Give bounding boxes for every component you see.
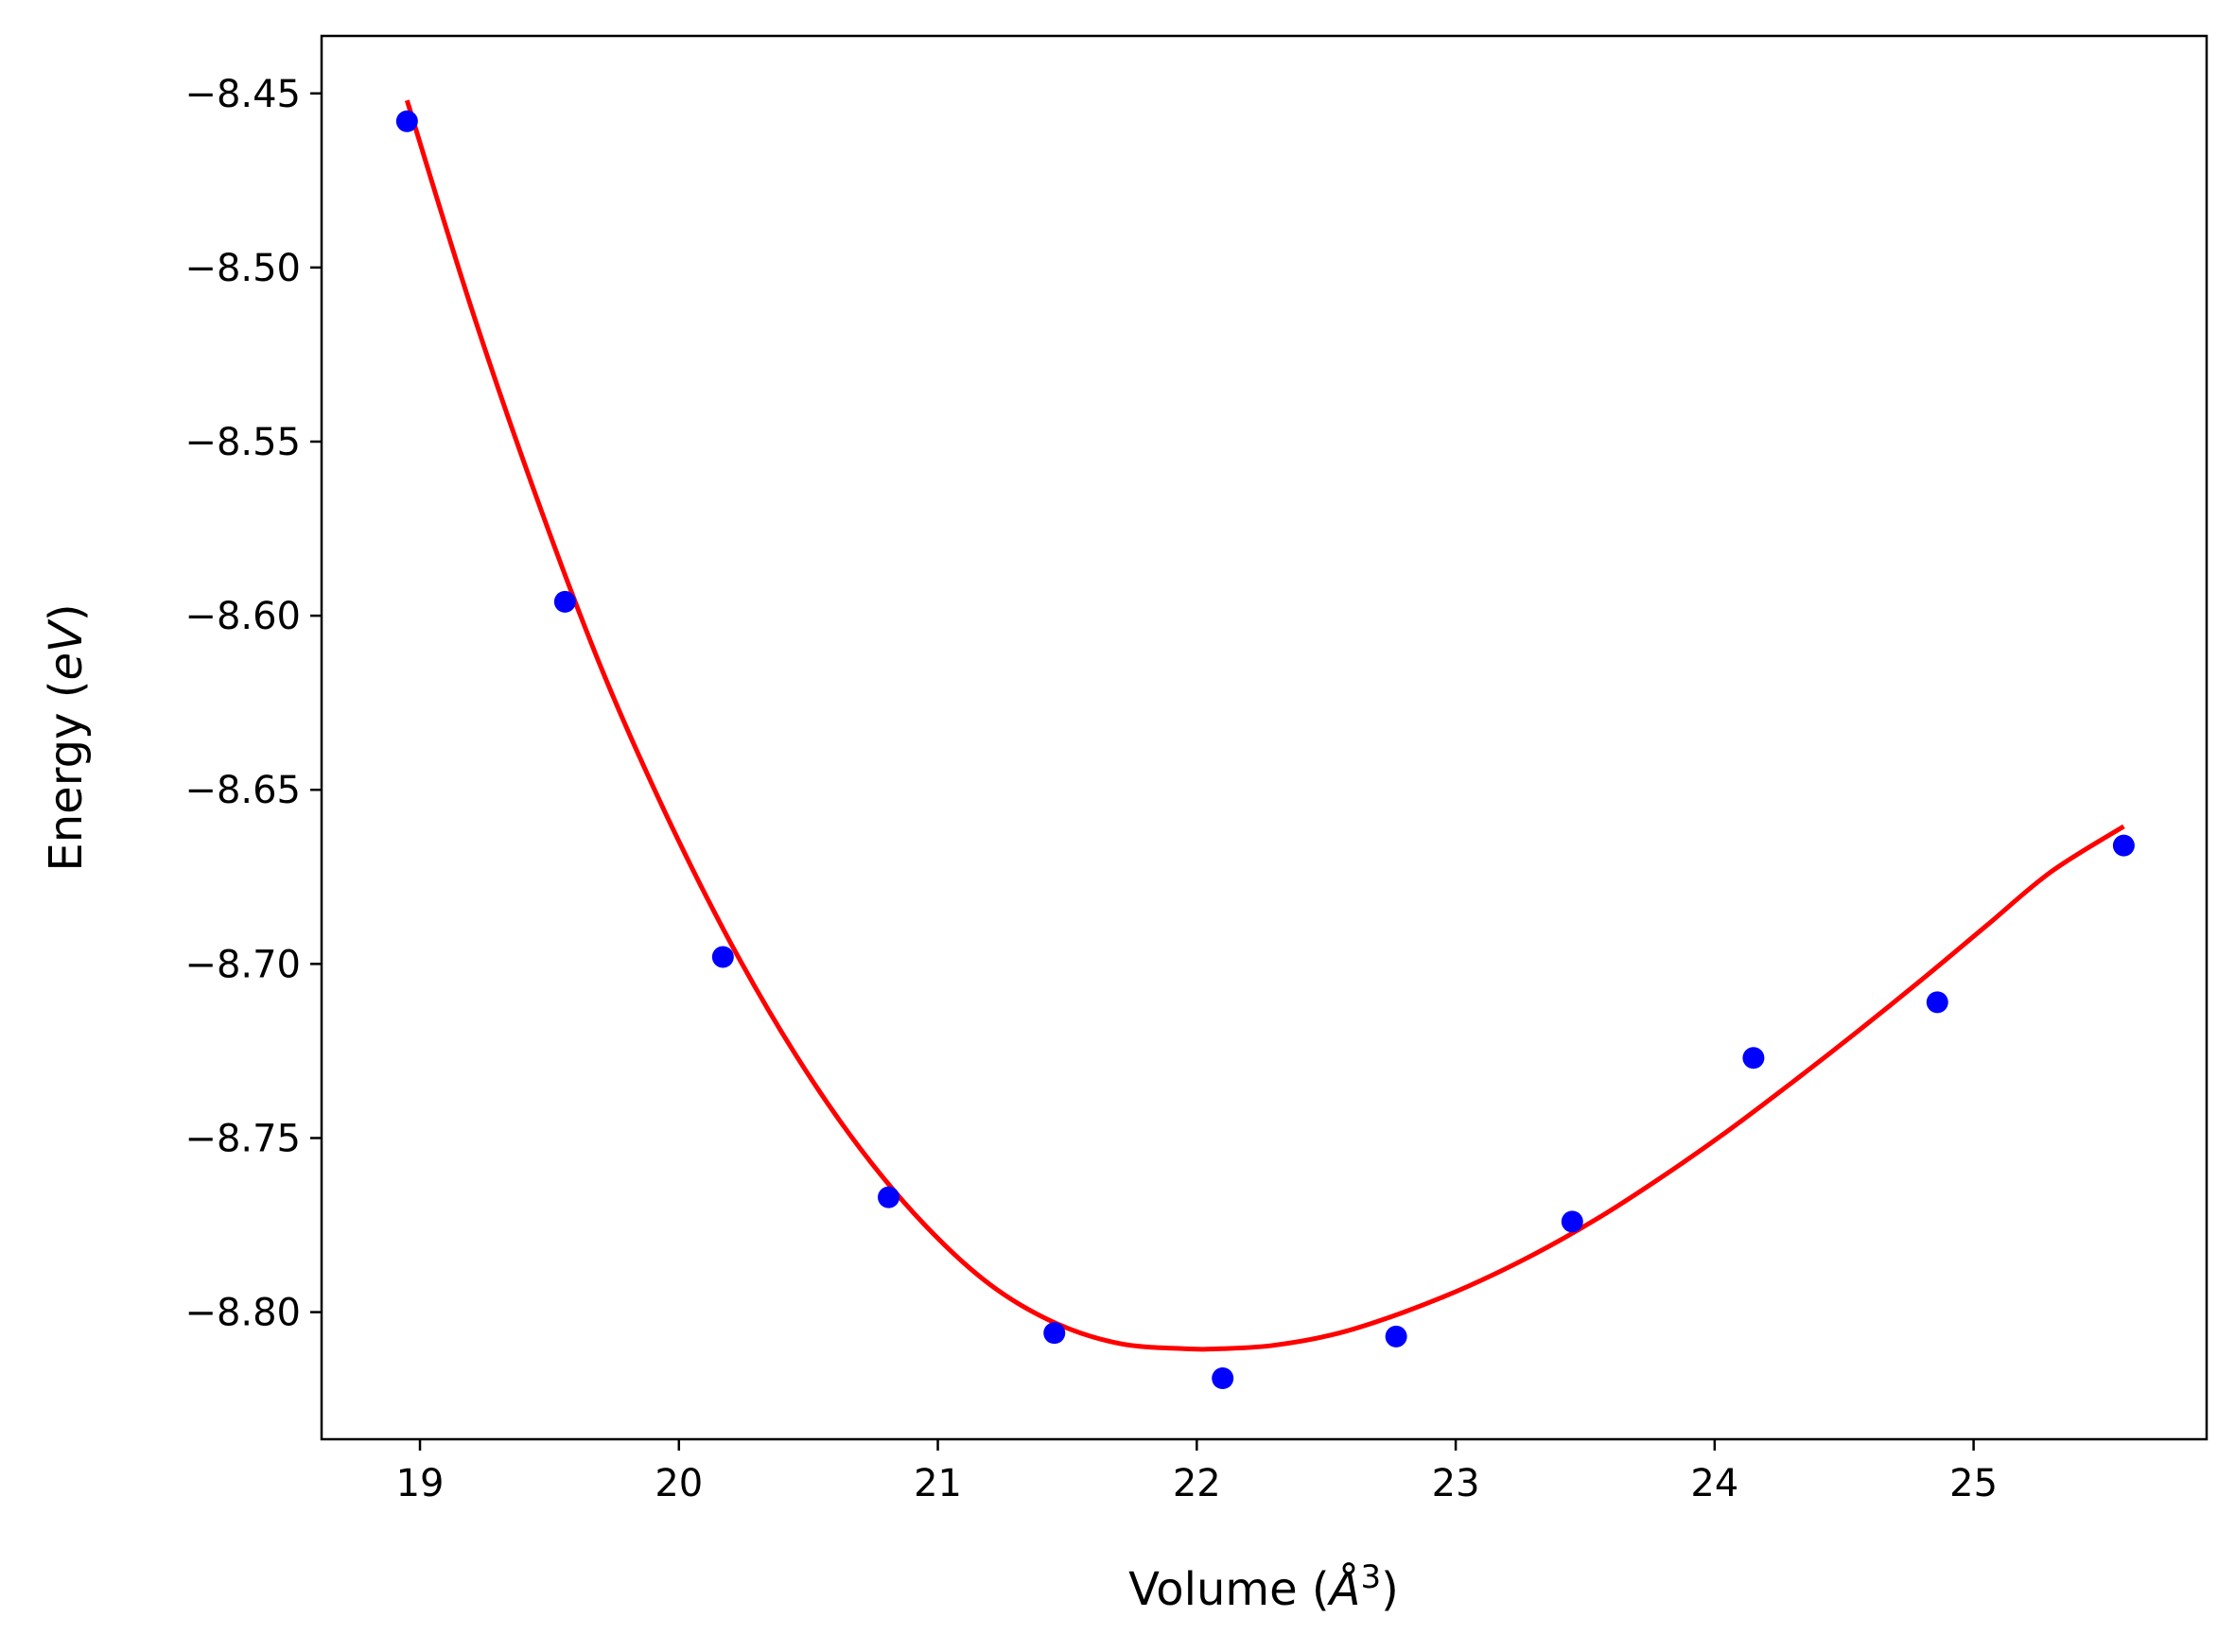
data-point [1212, 1367, 1234, 1390]
data-point [1742, 1047, 1765, 1069]
plot-area [395, 99, 2135, 1390]
x-tick-label: 19 [396, 1462, 445, 1505]
y-axis-label-math: eV [40, 618, 93, 681]
y-tick-label: −8.50 [184, 247, 301, 290]
fit-curve-line [404, 99, 2125, 1352]
x-axis-label-prefix: Volume ( [1128, 1563, 1330, 1616]
data-point [711, 946, 734, 968]
x-axis-label-math: Å [1327, 1562, 1361, 1616]
y-axis-label-prefix: Energy ( [40, 681, 93, 872]
fit-curve-layer [404, 99, 2125, 1352]
x-axis-label-suffix: ) [1381, 1563, 1399, 1616]
y-tick-label: −8.75 [184, 1117, 301, 1160]
data-point [395, 110, 418, 132]
x-tick-label: 20 [655, 1462, 703, 1505]
data-point [1561, 1210, 1583, 1233]
axes-frame [320, 34, 2209, 1441]
data-point [1385, 1325, 1407, 1348]
y-tick-label: −8.65 [184, 769, 301, 812]
y-tick-label: −8.80 [184, 1292, 301, 1335]
x-tick-label: 23 [1432, 1462, 1480, 1505]
y-tick-label: −8.70 [184, 943, 301, 986]
y-axis-label: Energy (eV) [40, 603, 93, 871]
x-tick-label: 25 [1949, 1462, 1998, 1505]
y-tick-label: −8.45 [184, 73, 301, 116]
data-point [1043, 1322, 1066, 1345]
x-axis-label: Volume (Å3) [1128, 1558, 1399, 1616]
y-tick-label: −8.60 [184, 595, 301, 638]
y-axis-ticks: −8.45 −8.50 −8.55 −8.60 −8.65 −8.70 −8.75 −8.80 [184, 73, 322, 1335]
x-axis-label-sup: 3 [1360, 1558, 1381, 1596]
x-tick-label: 22 [1173, 1462, 1221, 1505]
data-point [878, 1186, 900, 1209]
y-axis-label-suffix: ) [40, 603, 93, 621]
x-axis-ticks: 19 20 21 22 23 24 25 [396, 1439, 1998, 1505]
data-points-layer [395, 110, 2135, 1390]
data-point [2112, 834, 2135, 857]
x-tick-label: 21 [914, 1462, 962, 1505]
data-point [1926, 991, 1948, 1014]
x-tick-label: 24 [1690, 1462, 1738, 1505]
y-tick-label: −8.55 [184, 421, 301, 464]
data-point [553, 590, 576, 613]
